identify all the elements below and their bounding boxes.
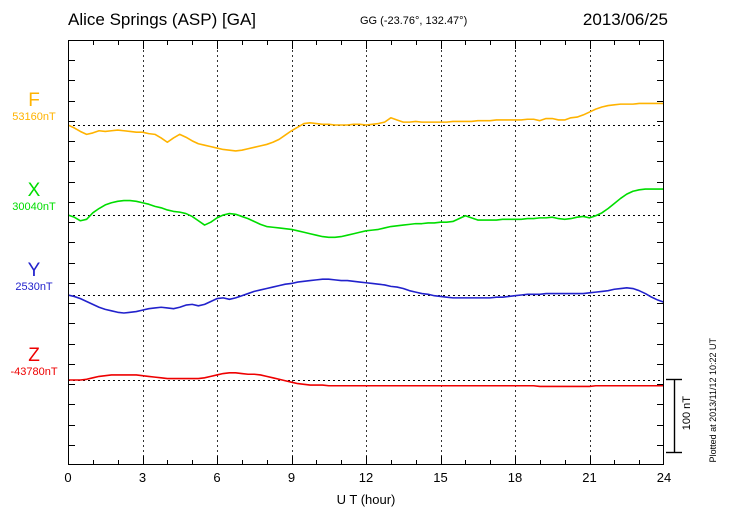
plot-frame bbox=[68, 40, 664, 465]
component-letter-x: X bbox=[27, 180, 41, 201]
traces-svg bbox=[68, 40, 664, 465]
series-layer bbox=[68, 102, 664, 388]
baseline-layer bbox=[68, 125, 664, 381]
page-title: Alice Springs (ASP) [GA] bbox=[68, 10, 257, 29]
grid-layer bbox=[143, 40, 591, 465]
x-tick-label: 6 bbox=[213, 470, 221, 485]
component-baseline-z: -43780nT bbox=[10, 366, 58, 378]
x-tick-label: 9 bbox=[287, 470, 296, 485]
geographic-coordinates: GG (-23.76°, 132.47°) bbox=[360, 15, 468, 27]
scale-bar-label: 100 nT bbox=[681, 396, 693, 431]
component-label-x: X 30040nT bbox=[0, 181, 68, 214]
x-tick-label: 18 bbox=[507, 470, 523, 485]
x-axis-title: U T (hour) bbox=[336, 492, 396, 507]
x-tick-label: 3 bbox=[138, 470, 147, 485]
component-letter-y: Y bbox=[27, 260, 41, 281]
x-tick-label: 15 bbox=[433, 470, 448, 485]
plotted-at-stamp: Plotted at 2013/11/12 10:22 UT bbox=[708, 338, 718, 463]
x-tick-label: 0 bbox=[64, 470, 72, 485]
component-baseline-y: 2530nT bbox=[15, 281, 53, 293]
component-letter-z: Z bbox=[28, 345, 40, 366]
x-axis-tick-labels: 0 3 6 9 12 15 18 21 24 bbox=[64, 470, 671, 486]
x-tick-label: 24 bbox=[656, 470, 672, 485]
observation-date: 2013/06/25 bbox=[582, 10, 668, 29]
scale-bar bbox=[666, 378, 682, 454]
component-label-f: F 53160nT bbox=[0, 91, 68, 124]
x-tick-label: 12 bbox=[358, 470, 374, 485]
x-tick-label: 21 bbox=[582, 470, 597, 485]
component-baseline-x: 30040nT bbox=[12, 201, 56, 213]
component-letter-f: F bbox=[28, 90, 40, 111]
component-label-y: Y 2530nT bbox=[0, 261, 68, 294]
component-label-z: Z -43780nT bbox=[0, 346, 68, 379]
component-baseline-f: 53160nT bbox=[12, 111, 56, 123]
plot-area bbox=[68, 40, 664, 465]
